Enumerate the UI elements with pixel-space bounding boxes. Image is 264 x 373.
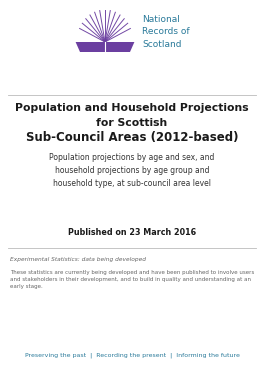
Text: Population and Household Projections: Population and Household Projections [15,103,249,113]
Text: Published on 23 March 2016: Published on 23 March 2016 [68,228,196,237]
Polygon shape [76,42,134,52]
Text: Population projections by age and sex, and
household projections by age group an: Population projections by age and sex, a… [49,153,215,188]
Text: These statistics are currently being developed and have been published to involv: These statistics are currently being dev… [10,270,254,289]
Text: Experimental Statistics: data being developed: Experimental Statistics: data being deve… [10,257,146,262]
Text: Sub-Council Areas (2012-based): Sub-Council Areas (2012-based) [26,131,238,144]
Text: Preserving the past  |  Recording the present  |  Informing the future: Preserving the past | Recording the pres… [25,352,239,358]
Text: for Scottish: for Scottish [96,118,168,128]
Text: National
Records of
Scotland: National Records of Scotland [142,15,190,49]
